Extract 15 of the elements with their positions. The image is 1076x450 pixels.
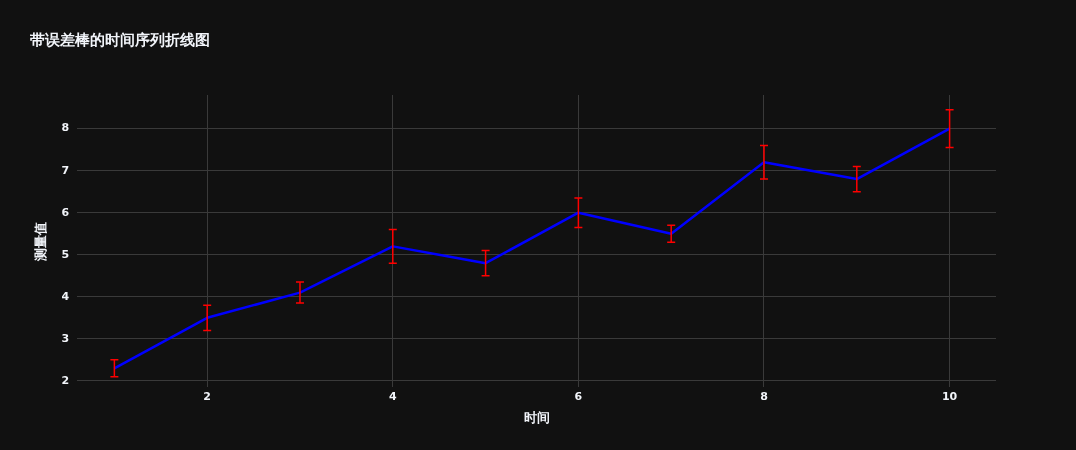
x-tick-label: 4 — [388, 389, 397, 403]
chart-title: 带误差棒的时间序列折线图 — [30, 30, 210, 49]
y-tick-label: 8 — [61, 121, 70, 135]
x-tick-label: 10 — [941, 389, 958, 403]
x-tick-label: 2 — [203, 389, 212, 403]
x-tick-label: 8 — [760, 389, 768, 403]
y-tick-label: 7 — [61, 163, 70, 177]
y-tick-label: 5 — [61, 247, 70, 261]
y-tick-label: 2 — [61, 373, 70, 387]
y-tick-label: 3 — [61, 331, 70, 345]
y-axis-title: 测量值 — [33, 221, 49, 262]
y-tick-label: 6 — [61, 205, 70, 219]
y-tick-label: 4 — [61, 289, 70, 303]
x-tick-label: 6 — [574, 389, 583, 403]
x-axis-title: 时间 — [523, 409, 550, 425]
